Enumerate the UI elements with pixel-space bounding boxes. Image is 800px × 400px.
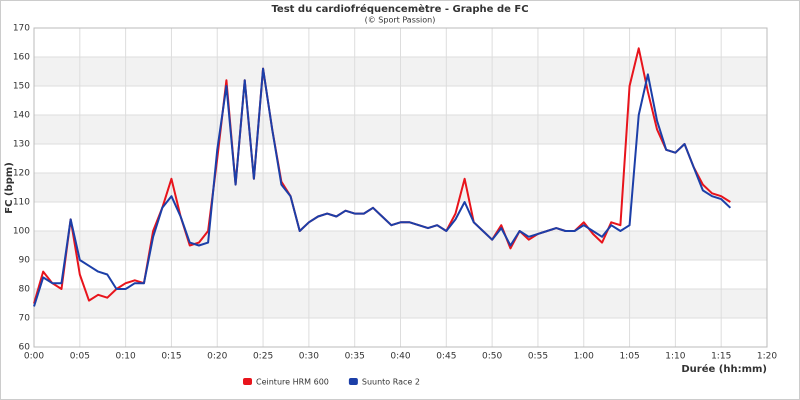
- y-tick-label: 120: [13, 169, 30, 179]
- plot-border: [33, 27, 768, 348]
- x-tick-label: 0:30: [299, 352, 319, 362]
- x-tick-label: 0:05: [70, 352, 90, 362]
- y-tick-label: 100: [13, 227, 30, 237]
- x-tick-label: 0:15: [161, 352, 181, 362]
- x-tick-label: 1:00: [574, 352, 594, 362]
- y-tick-label: 80: [19, 285, 31, 295]
- x-tick-label: 0:55: [528, 352, 548, 362]
- legend-label: Ceinture HRM 600: [256, 378, 329, 387]
- x-tick-label: 1:05: [619, 352, 639, 362]
- legend-label: Suunto Race 2: [362, 378, 420, 387]
- x-tick-label: 0:10: [116, 352, 136, 362]
- y-tick-label: 60: [19, 343, 31, 353]
- y-tick-label: 130: [13, 140, 30, 150]
- x-tick-label: 1:10: [665, 352, 685, 362]
- x-tick-label: 0:45: [436, 352, 456, 362]
- y-axis-label: FC (bpm): [4, 162, 15, 214]
- legend-swatch: [348, 378, 358, 385]
- y-tick-label: 70: [19, 314, 31, 324]
- data-line: [33, 67, 732, 307]
- y-tick-label: 140: [13, 111, 30, 121]
- x-tick-label: 1:15: [711, 352, 731, 362]
- chart-title: Test du cardiofréquencemètre - Graphe de…: [271, 3, 528, 15]
- x-axis-label: Durée (hh:mm): [681, 363, 767, 375]
- legend-swatch: [243, 378, 252, 385]
- x-tick-label: 0:40: [390, 352, 410, 362]
- x-tick-label: 0:25: [253, 352, 273, 362]
- x-tick-label: 0:35: [345, 352, 365, 362]
- chart-subtitle: (© Sport Passion): [365, 16, 436, 25]
- x-tick-label: 0:20: [207, 352, 227, 362]
- x-tick-label: 0:00: [24, 352, 44, 362]
- x-tick-label: 1:20: [757, 352, 777, 362]
- y-tick-label: 170: [13, 24, 30, 34]
- x-tick-label: 0:50: [482, 352, 502, 362]
- y-tick-label: 110: [13, 198, 30, 208]
- y-tick-label: 90: [19, 256, 31, 266]
- y-tick-label: 150: [13, 82, 30, 92]
- y-tick-label: 160: [13, 53, 30, 63]
